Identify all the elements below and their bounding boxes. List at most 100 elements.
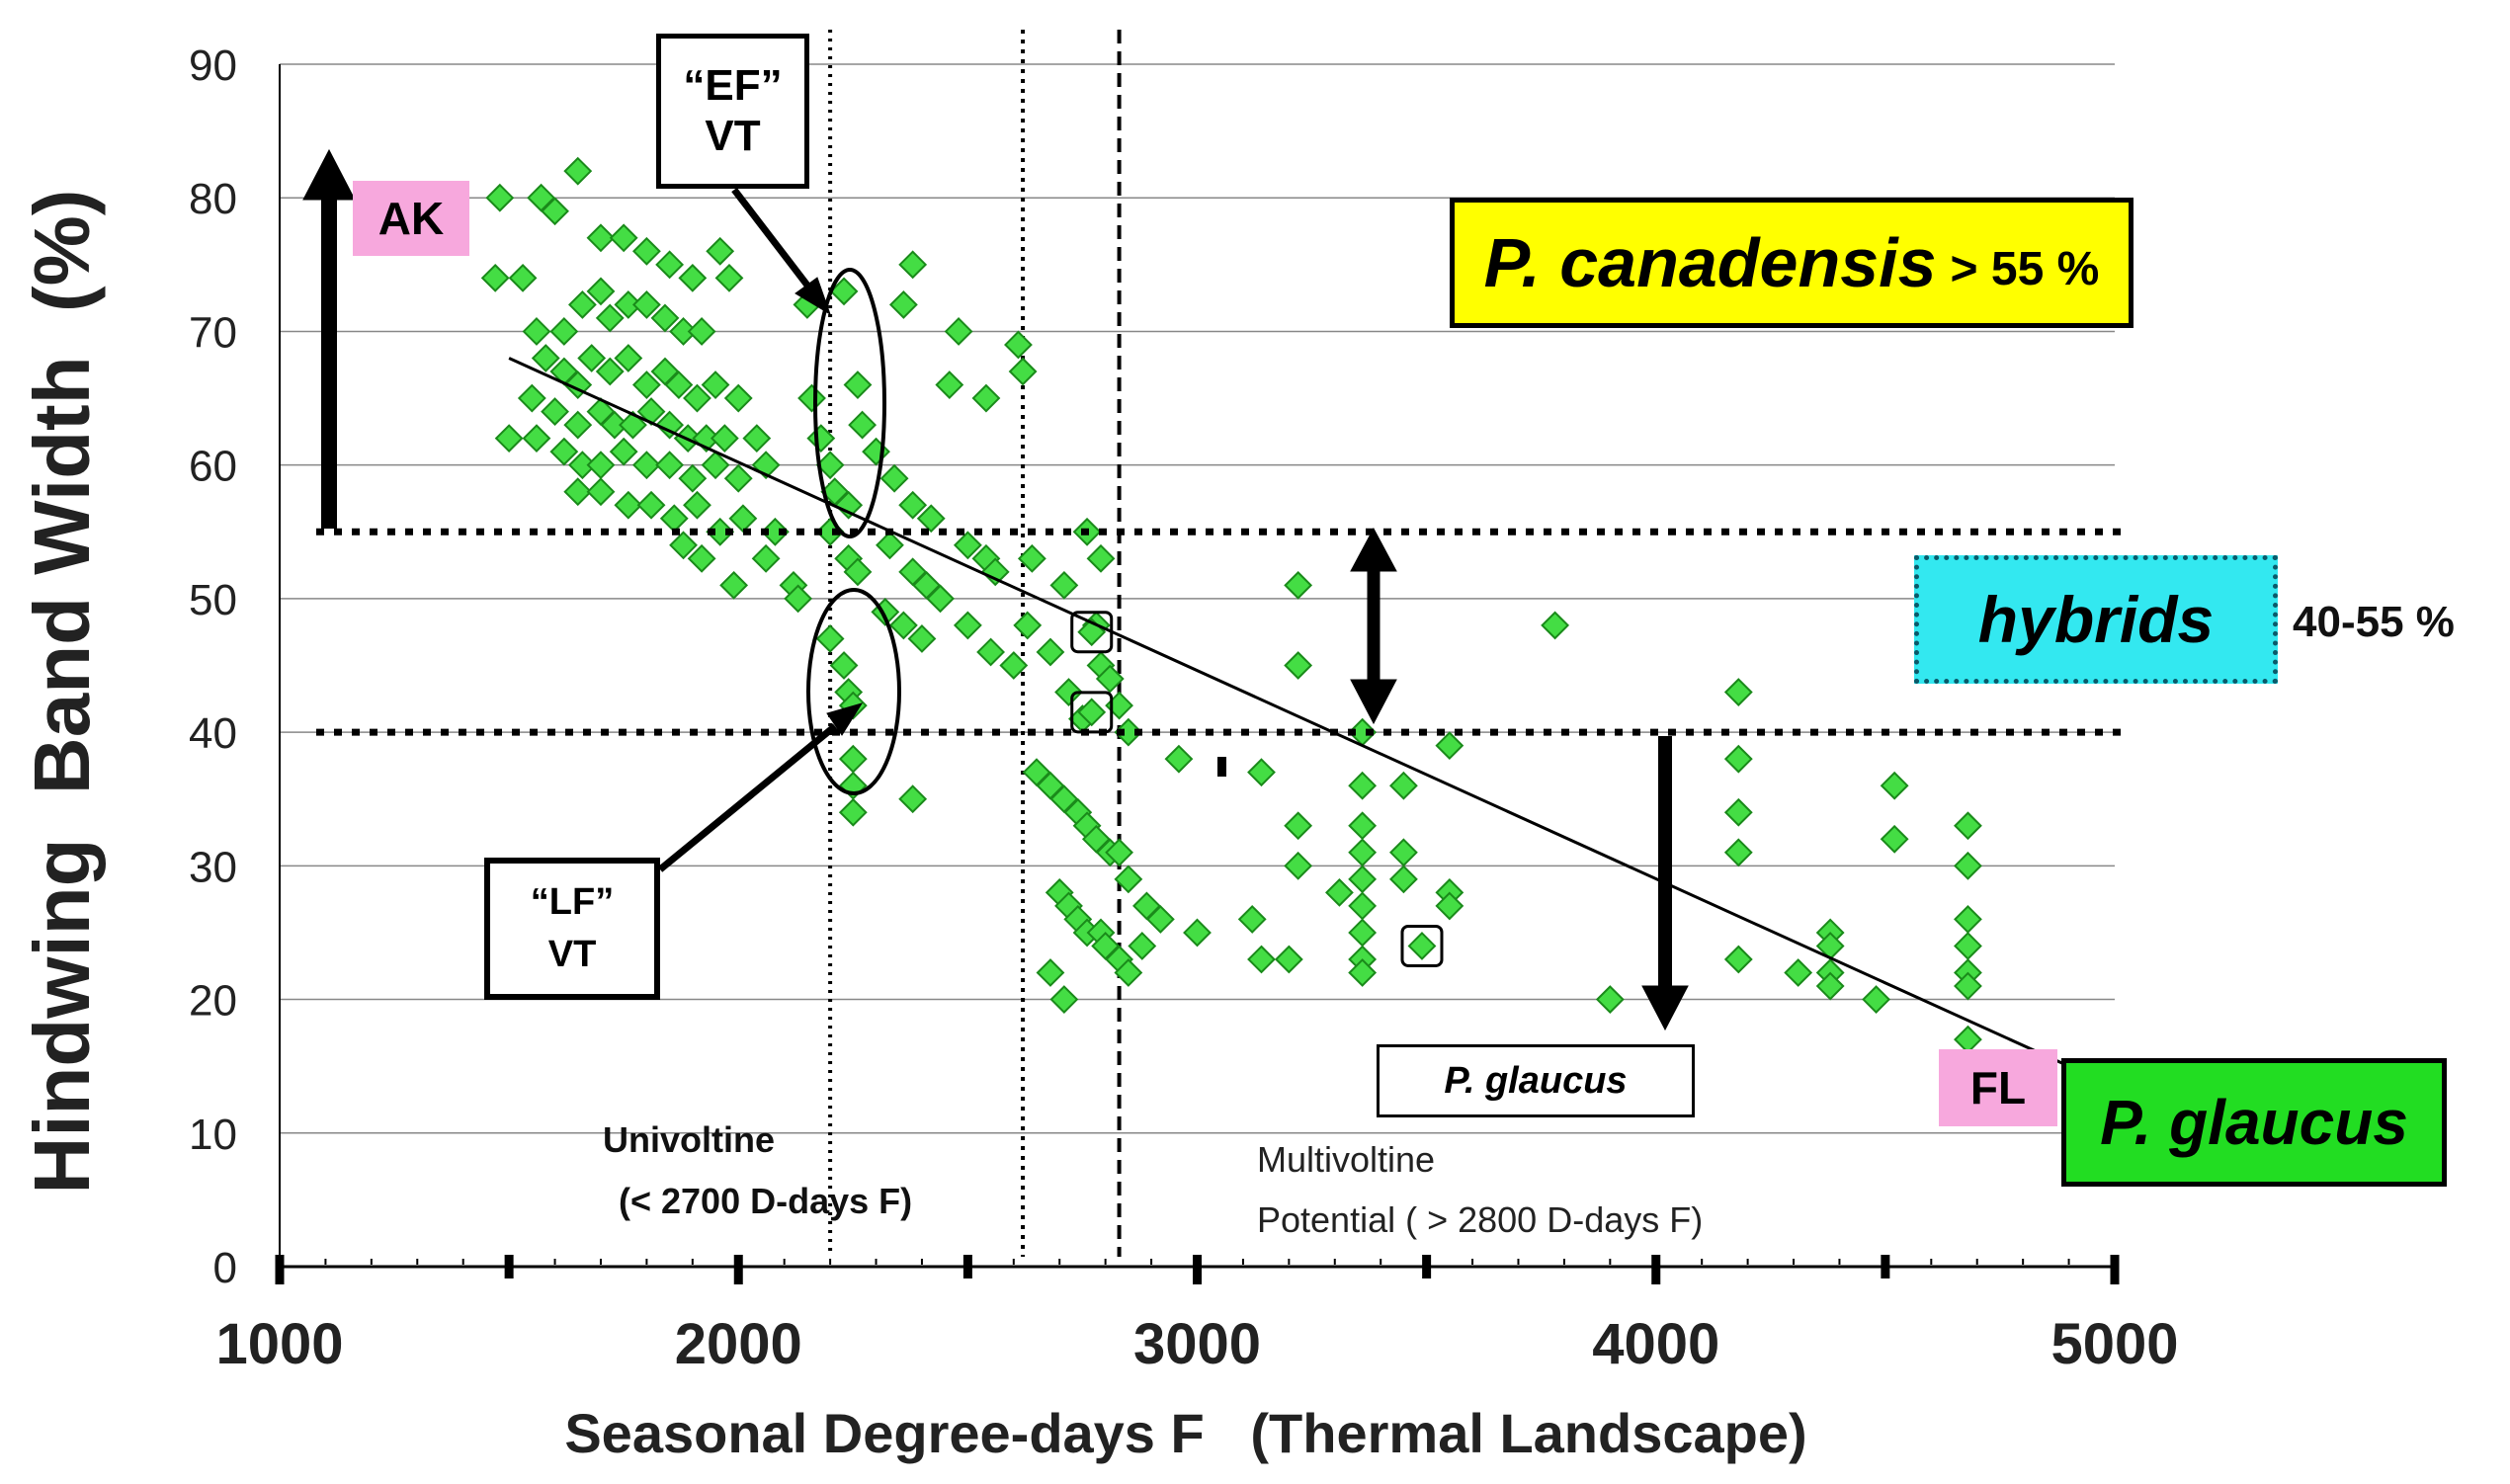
threshold-lines xyxy=(316,528,2123,736)
y-tick-label: 20 xyxy=(189,977,237,1026)
y-tick-label: 80 xyxy=(189,175,237,223)
data-point xyxy=(1388,771,1418,800)
data-point xyxy=(1595,985,1625,1014)
data-point xyxy=(1880,771,1909,800)
data-point xyxy=(888,611,918,640)
data-point xyxy=(531,344,560,372)
highlight-box xyxy=(1400,924,1444,967)
y-tick-label: 40 xyxy=(189,709,237,758)
data-point xyxy=(1145,905,1175,934)
p-canadensis-label: P. canadensis xyxy=(1483,224,1937,301)
hybrids-arrow-top xyxy=(1350,527,1397,572)
data-point xyxy=(650,303,680,333)
data-point xyxy=(728,504,758,534)
data-point xyxy=(1049,784,1079,814)
data-point xyxy=(797,383,826,413)
x-tick-label: 4000 xyxy=(1592,1312,1719,1376)
x-axis-title: Seasonal Degree-days F (Thermal Landscap… xyxy=(564,1402,1806,1464)
data-point xyxy=(1284,570,1313,600)
ef-pointer-head xyxy=(795,277,831,316)
data-point xyxy=(898,250,928,280)
p-canadensis-threshold: > 55 % xyxy=(1950,242,2100,295)
lf-vt-label: VT xyxy=(547,934,597,975)
data-point xyxy=(683,490,711,520)
data-point xyxy=(1784,958,1813,987)
data-point xyxy=(1114,865,1143,894)
data-point xyxy=(577,344,607,372)
ef-pointer-arrow xyxy=(731,187,811,289)
data-point xyxy=(1036,637,1065,667)
data-point xyxy=(1284,811,1313,841)
highlighted-point xyxy=(1077,698,1107,727)
data-point xyxy=(898,784,928,814)
data-point xyxy=(1954,811,1982,841)
data-point xyxy=(1105,838,1133,867)
data-point xyxy=(683,383,711,413)
data-point xyxy=(879,463,909,493)
data-point xyxy=(1017,543,1046,573)
highlighted-point xyxy=(1407,932,1437,960)
data-point xyxy=(1348,771,1378,800)
data-point xyxy=(1348,891,1378,921)
data-point xyxy=(1954,971,1982,1001)
data-point xyxy=(907,624,937,653)
data-point xyxy=(494,424,524,453)
axes xyxy=(275,64,2120,1284)
data-point xyxy=(1114,958,1143,987)
data-point xyxy=(678,263,708,292)
data-point xyxy=(480,263,510,292)
y-tick-label: 90 xyxy=(189,41,237,90)
data-point xyxy=(815,451,845,480)
data-point xyxy=(1049,570,1079,600)
data-point xyxy=(522,424,551,453)
data-point xyxy=(687,317,716,346)
data-point xyxy=(595,303,625,333)
data-point xyxy=(1388,838,1418,867)
trend-line xyxy=(508,357,2070,1068)
y-tick-label: 50 xyxy=(189,576,237,624)
data-point xyxy=(1036,771,1065,800)
data-point xyxy=(806,424,836,453)
data-point xyxy=(843,557,873,587)
data-point xyxy=(631,371,661,399)
data-point xyxy=(1284,851,1313,880)
data-point xyxy=(953,531,982,560)
univoltine-range: (< 2700 D-days F) xyxy=(619,1181,912,1221)
ak-up-arrow-head xyxy=(302,148,356,201)
fl-label: FL xyxy=(1939,1049,2057,1126)
data-point xyxy=(508,263,538,292)
data-point xyxy=(710,424,739,453)
x-tick-label: 1000 xyxy=(215,1312,343,1376)
x-tick-labels: 1000 2000 3000 4000 5000 xyxy=(215,1312,2178,1376)
lf-pointer-head xyxy=(826,702,864,736)
data-point xyxy=(1348,918,1378,948)
data-point xyxy=(706,236,735,266)
lf-label: “LF” xyxy=(530,880,615,923)
multivoltine-range: Potential ( > 2800 D-days F) xyxy=(1257,1199,1703,1240)
data-point xyxy=(1348,958,1378,987)
x-tick-label: 2000 xyxy=(675,1312,802,1376)
y-axis-title: Hindwing Band Width (%) xyxy=(18,190,106,1195)
data-point xyxy=(1284,651,1313,680)
data-point xyxy=(944,317,973,346)
data-point xyxy=(999,651,1029,680)
data-point xyxy=(1541,611,1570,640)
data-point xyxy=(687,543,716,573)
ef-label: “EF” xyxy=(683,60,783,110)
univoltine-label: Univoltine xyxy=(603,1119,775,1160)
y-tick-label: 60 xyxy=(189,443,237,491)
arrows xyxy=(302,148,1689,1031)
p-glaucus-small-box: P. glaucus xyxy=(1377,1044,1695,1117)
data-point xyxy=(701,451,730,480)
data-point xyxy=(953,611,982,640)
data-point xyxy=(1022,758,1051,787)
data-point xyxy=(848,410,878,440)
data-point xyxy=(838,797,868,827)
data-point xyxy=(1114,717,1143,747)
data-point xyxy=(614,344,643,372)
data-point xyxy=(838,744,868,774)
data-point xyxy=(751,543,781,573)
data-point xyxy=(650,357,680,386)
data-point xyxy=(815,624,845,653)
data-point xyxy=(669,531,698,560)
